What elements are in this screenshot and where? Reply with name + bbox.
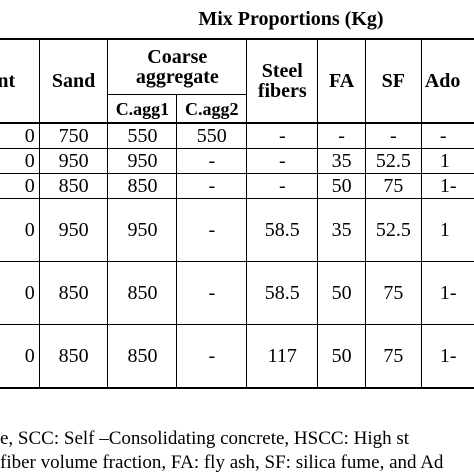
table-cell-cement: 0 <box>0 324 40 389</box>
table-cell-sand: 850 <box>38 173 108 199</box>
table-cell-steel: - <box>246 173 318 199</box>
table-cell-admix: 1- <box>420 261 474 325</box>
table-cell-sand: 950 <box>38 198 108 262</box>
header-steel-line1: Steel <box>261 60 303 82</box>
header-steel-line2: fibers <box>257 80 307 102</box>
table-cell-sand: 850 <box>38 324 108 389</box>
table-cell-admix: - <box>420 122 474 149</box>
table-cell-steel: 117 <box>246 324 318 389</box>
header-sand: Sand <box>38 38 108 124</box>
header-coarse-line2: aggregate <box>135 66 219 88</box>
table-cell-fa: 35 <box>317 198 366 262</box>
table-cell-fa: 35 <box>317 148 366 174</box>
table-cell-sf: - <box>364 122 422 149</box>
caption-line-1: e, SCC: Self –Consolidating concrete, HS… <box>0 428 410 449</box>
table-row: 0 950 950-58.5 35 52.5 1 <box>0 198 474 262</box>
header-admixture: Ado <box>420 38 474 124</box>
header-row-2: C.agg1 C.agg2 <box>0 94 474 124</box>
table-cell-cagg1: 550 <box>107 122 177 149</box>
table-cell-cagg2: - <box>176 261 247 325</box>
header-coarse-line1: Coarse <box>147 46 208 68</box>
mix-proportions-table-wrapper: Mix Proportions (Kg) ent Sand Coarse agg… <box>0 0 474 389</box>
table-cell-cagg2: 550 <box>176 122 247 149</box>
header-cement: ent <box>0 38 40 124</box>
table-cell-cagg1: 850 <box>107 173 177 199</box>
table-cell-fa: - <box>317 122 366 149</box>
table-cell-cagg1: 850 <box>107 261 177 325</box>
table-cell-cagg2: - <box>176 198 247 262</box>
table-cell-cagg2: - <box>176 148 247 174</box>
table-row: 0 750 550 550- - - - <box>0 122 474 149</box>
table-row: 0 850 850-117 50 75 1- <box>0 324 474 389</box>
table-cell-cagg1: 950 <box>107 148 177 174</box>
table-cell-cement: 0 <box>0 173 40 199</box>
table-cell-admix: 1- <box>420 324 474 389</box>
table-row: 0 950 950- -35 52.5 1 <box>0 148 474 174</box>
caption-line-2: fiber volume fraction, FA: fly ash, SF: … <box>0 452 444 473</box>
header-row-1: ent Sand Coarse aggregate Steel fibers F… <box>0 38 474 124</box>
table-body: 0 750 550 550- - - -0 950 950- -35 52.5 1 0 850 850- -5… <box>0 122 474 389</box>
table-cell-cement: 0 <box>0 198 40 262</box>
table-cell-sand: 750 <box>38 122 108 149</box>
table-cell-sf: 52.5 <box>364 148 422 174</box>
table-cell-sf: 52.5 <box>364 198 422 262</box>
table-cell-sand: 850 <box>38 261 108 325</box>
table-cell-sf: 75 <box>364 324 422 389</box>
table-cell-cagg2: - <box>176 324 247 389</box>
mix-proportions-table: Mix Proportions (Kg) ent Sand Coarse agg… <box>0 0 474 389</box>
table-cell-steel: - <box>246 148 318 174</box>
table-cell-steel: - <box>246 122 318 149</box>
header-fa: FA <box>317 38 366 124</box>
table-cell-steel: 58.5 <box>246 261 318 325</box>
table-cell-sf: 75 <box>364 261 422 325</box>
table-cell-admix: 1- <box>420 173 474 199</box>
table-cell-cement: 0 <box>0 148 40 174</box>
table-cell-cagg1: 950 <box>107 198 177 262</box>
table-cell-admix: 1 <box>420 198 474 262</box>
table-cell-sf: 75 <box>364 173 422 199</box>
table-title: Mix Proportions (Kg) <box>198 8 384 30</box>
table-cell-sand: 950 <box>38 148 108 174</box>
table-row: 0 850 850- -50 75 1- <box>0 173 474 199</box>
table-cell-cement: 0 <box>0 261 40 325</box>
header-sf: SF <box>364 38 422 124</box>
table-cell-cagg2: - <box>176 173 247 199</box>
table-cell-cagg1: 850 <box>107 324 177 389</box>
header-steel-fibers: Steel fibers <box>246 38 318 124</box>
table-cell-steel: 58.5 <box>246 198 318 262</box>
table-cell-admix: 1 <box>420 148 474 174</box>
table-title-row: Mix Proportions (Kg) <box>0 0 474 39</box>
table-row: 0 850 850-58.5 50 75 1- <box>0 261 474 325</box>
table-cell-fa: 50 <box>317 261 366 325</box>
header-coarse-aggregate: Coarse aggregate <box>107 38 247 95</box>
table-cell-fa: 50 <box>317 173 366 199</box>
header-c-agg1: C.agg1 <box>107 94 177 124</box>
header-c-agg2: C.agg2 <box>176 94 247 124</box>
table-cell-cement: 0 <box>0 122 40 149</box>
table-cell-fa: 50 <box>317 324 366 389</box>
